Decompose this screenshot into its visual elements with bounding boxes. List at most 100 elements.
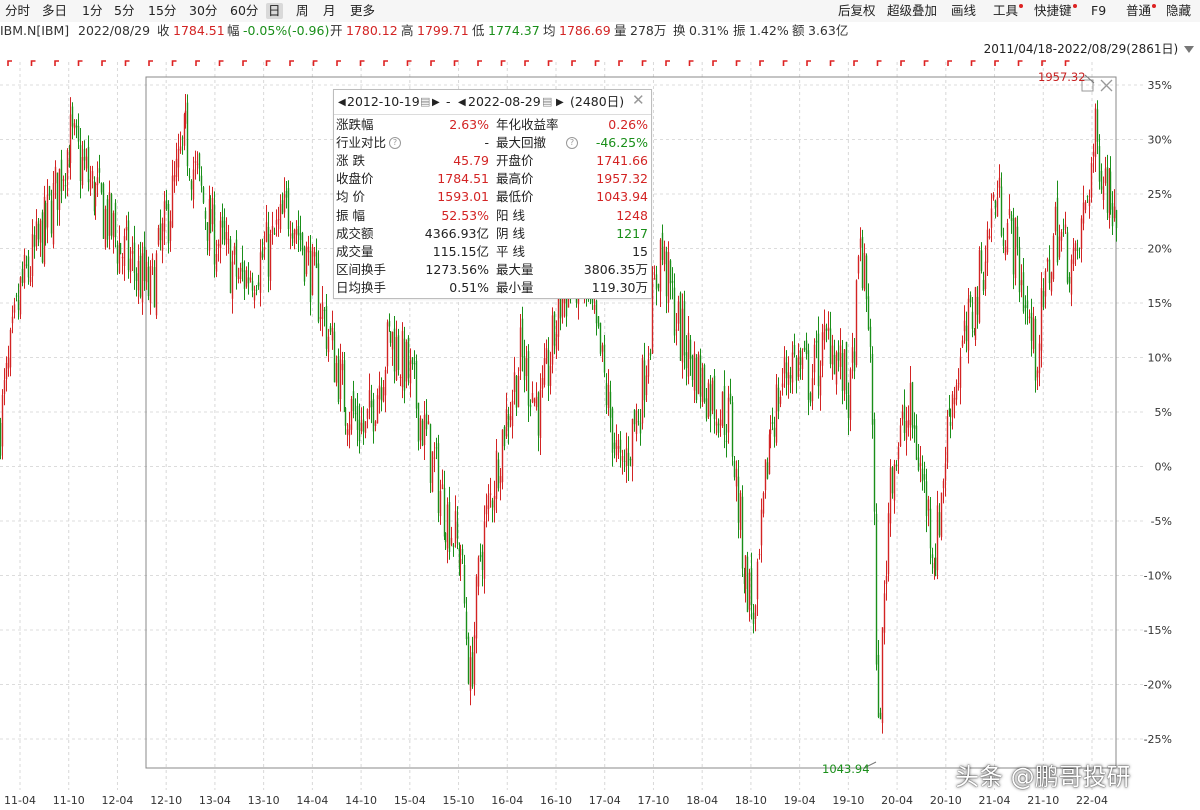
adjust-button[interactable]: 后复权 bbox=[838, 3, 876, 18]
help-icon[interactable]: ? bbox=[389, 137, 401, 150]
start-date-field[interactable]: 2012-10-19 bbox=[347, 94, 420, 109]
period-tab-week[interactable]: 周 bbox=[296, 3, 309, 18]
candle-body bbox=[851, 347, 854, 363]
event-marker-icon[interactable] bbox=[312, 60, 318, 66]
candle-body bbox=[186, 102, 189, 167]
close-icon[interactable]: ✕ bbox=[632, 91, 645, 109]
event-marker-icon[interactable] bbox=[1064, 60, 1070, 66]
candle-body bbox=[143, 246, 146, 282]
candle-body bbox=[998, 177, 1001, 188]
next-end-arrow-icon[interactable]: ▶ bbox=[556, 97, 564, 108]
prev-end-arrow-icon[interactable]: ◀ bbox=[458, 97, 466, 108]
event-marker-icon[interactable] bbox=[477, 60, 482, 66]
candle-body bbox=[419, 418, 422, 441]
event-marker-icon[interactable] bbox=[735, 60, 741, 66]
event-marker-icon[interactable] bbox=[195, 60, 200, 66]
period-tab-1min[interactable]: 1分 bbox=[82, 3, 103, 18]
event-marker-icon[interactable] bbox=[876, 60, 882, 66]
period-tab-15min[interactable]: 15分 bbox=[148, 3, 177, 18]
tools-button[interactable]: 工具 bbox=[993, 3, 1024, 19]
event-marker-icon[interactable] bbox=[782, 60, 788, 66]
event-marker-icon[interactable] bbox=[947, 60, 952, 66]
date-range-selector[interactable]: 2011/04/18-2022/08/29(2861日) bbox=[984, 41, 1194, 57]
x-tick-label: 19-10 bbox=[832, 794, 864, 807]
event-marker-icon[interactable] bbox=[359, 60, 365, 66]
normal-button[interactable]: 普通 bbox=[1126, 3, 1157, 19]
event-marker-icon[interactable] bbox=[500, 60, 506, 66]
event-marker-icon[interactable] bbox=[124, 60, 130, 66]
period-tab-fenshi[interactable]: 分时 bbox=[5, 3, 31, 18]
drawline-button[interactable]: 画线 bbox=[951, 3, 977, 18]
candle-body bbox=[539, 389, 542, 438]
event-marker-icon[interactable] bbox=[336, 60, 341, 66]
event-marker-icon[interactable] bbox=[923, 60, 929, 66]
event-marker-icon[interactable] bbox=[383, 60, 388, 66]
event-marker-icon[interactable] bbox=[594, 60, 600, 66]
candle-body bbox=[327, 336, 330, 353]
event-marker-icon[interactable] bbox=[1017, 60, 1023, 66]
period-tab-day[interactable]: 日 bbox=[266, 3, 283, 19]
shortcut-button[interactable]: 快捷键 bbox=[1034, 3, 1077, 19]
candle-body bbox=[75, 125, 78, 128]
event-marker-icon[interactable] bbox=[829, 60, 835, 66]
period-tab-more[interactable]: 更多 bbox=[350, 3, 376, 18]
event-marker-icon[interactable] bbox=[1041, 60, 1046, 66]
selection-box[interactable] bbox=[145, 76, 1117, 769]
period-tab-5min[interactable]: 5分 bbox=[114, 3, 135, 18]
prev-start-arrow-icon[interactable]: ◀ bbox=[338, 97, 346, 108]
event-marker-icon[interactable] bbox=[406, 60, 412, 66]
event-marker-icon[interactable] bbox=[242, 60, 247, 66]
event-marker-icon[interactable] bbox=[665, 60, 670, 66]
overlay-button[interactable]: 超级叠加 bbox=[887, 3, 938, 18]
period-tab-30min[interactable]: 30分 bbox=[189, 3, 218, 18]
event-marker-icon[interactable] bbox=[853, 60, 858, 66]
kline-chart[interactable]: 35% 30% 25% 20% 15% 10% 5% 0% -5% -10% -15% -20% -25… bbox=[0, 58, 1200, 810]
event-marker-icon[interactable] bbox=[641, 60, 647, 66]
calendar-icon[interactable]: ▤ bbox=[420, 95, 431, 108]
event-marker-icon[interactable] bbox=[101, 60, 106, 66]
candle-body bbox=[444, 532, 447, 543]
period-tab-60min[interactable]: 60分 bbox=[230, 3, 259, 18]
close-icon[interactable] bbox=[1100, 79, 1113, 92]
event-marker-icon[interactable] bbox=[524, 60, 529, 66]
event-marker-icon[interactable] bbox=[289, 60, 294, 66]
hide-button[interactable]: 隐藏 bbox=[1166, 3, 1192, 18]
event-marker-icon[interactable] bbox=[7, 60, 12, 66]
help-icon[interactable]: ? bbox=[566, 137, 578, 150]
event-marker-icon[interactable] bbox=[994, 60, 999, 66]
event-marker-icon[interactable] bbox=[265, 60, 271, 66]
candle-body bbox=[523, 356, 526, 381]
maximize-icon[interactable] bbox=[1081, 79, 1094, 92]
candle-body bbox=[1046, 259, 1049, 262]
event-marker-icon[interactable] bbox=[77, 60, 83, 66]
event-marker-icon[interactable] bbox=[547, 60, 553, 66]
calendar-icon[interactable]: ▤ bbox=[542, 95, 553, 108]
event-marker-icon[interactable] bbox=[54, 60, 59, 66]
event-marker-icon[interactable] bbox=[900, 60, 905, 66]
f9-button[interactable]: F9 bbox=[1091, 3, 1107, 18]
event-marker-icon[interactable] bbox=[759, 60, 764, 66]
candle-body bbox=[973, 330, 976, 333]
event-marker-icon[interactable] bbox=[712, 60, 717, 66]
event-marker-icon[interactable] bbox=[171, 60, 177, 66]
period-tab-multiday[interactable]: 多日 bbox=[42, 3, 68, 18]
event-marker-icon[interactable] bbox=[688, 60, 694, 66]
event-marker-icon[interactable] bbox=[218, 60, 224, 66]
event-marker-icon[interactable] bbox=[571, 60, 576, 66]
event-marker-icon[interactable] bbox=[970, 60, 976, 66]
candle-body bbox=[1084, 202, 1087, 210]
event-marker-icon[interactable] bbox=[430, 60, 435, 66]
event-marker-icon[interactable] bbox=[30, 60, 36, 66]
event-marker-icon[interactable] bbox=[618, 60, 623, 66]
event-marker-icon[interactable] bbox=[453, 60, 459, 66]
candle-body bbox=[446, 504, 449, 549]
next-start-arrow-icon[interactable]: ▶ bbox=[432, 97, 440, 108]
candle-body bbox=[609, 391, 612, 418]
event-marker-icon[interactable] bbox=[148, 60, 153, 66]
period-tab-month[interactable]: 月 bbox=[323, 3, 336, 18]
candle-body bbox=[641, 358, 644, 424]
low-label: 低 bbox=[472, 23, 485, 38]
end-date-field[interactable]: 2022-08-29 bbox=[468, 94, 541, 109]
stats-label: 行业对比 bbox=[336, 135, 387, 151]
event-marker-icon[interactable] bbox=[806, 60, 811, 66]
